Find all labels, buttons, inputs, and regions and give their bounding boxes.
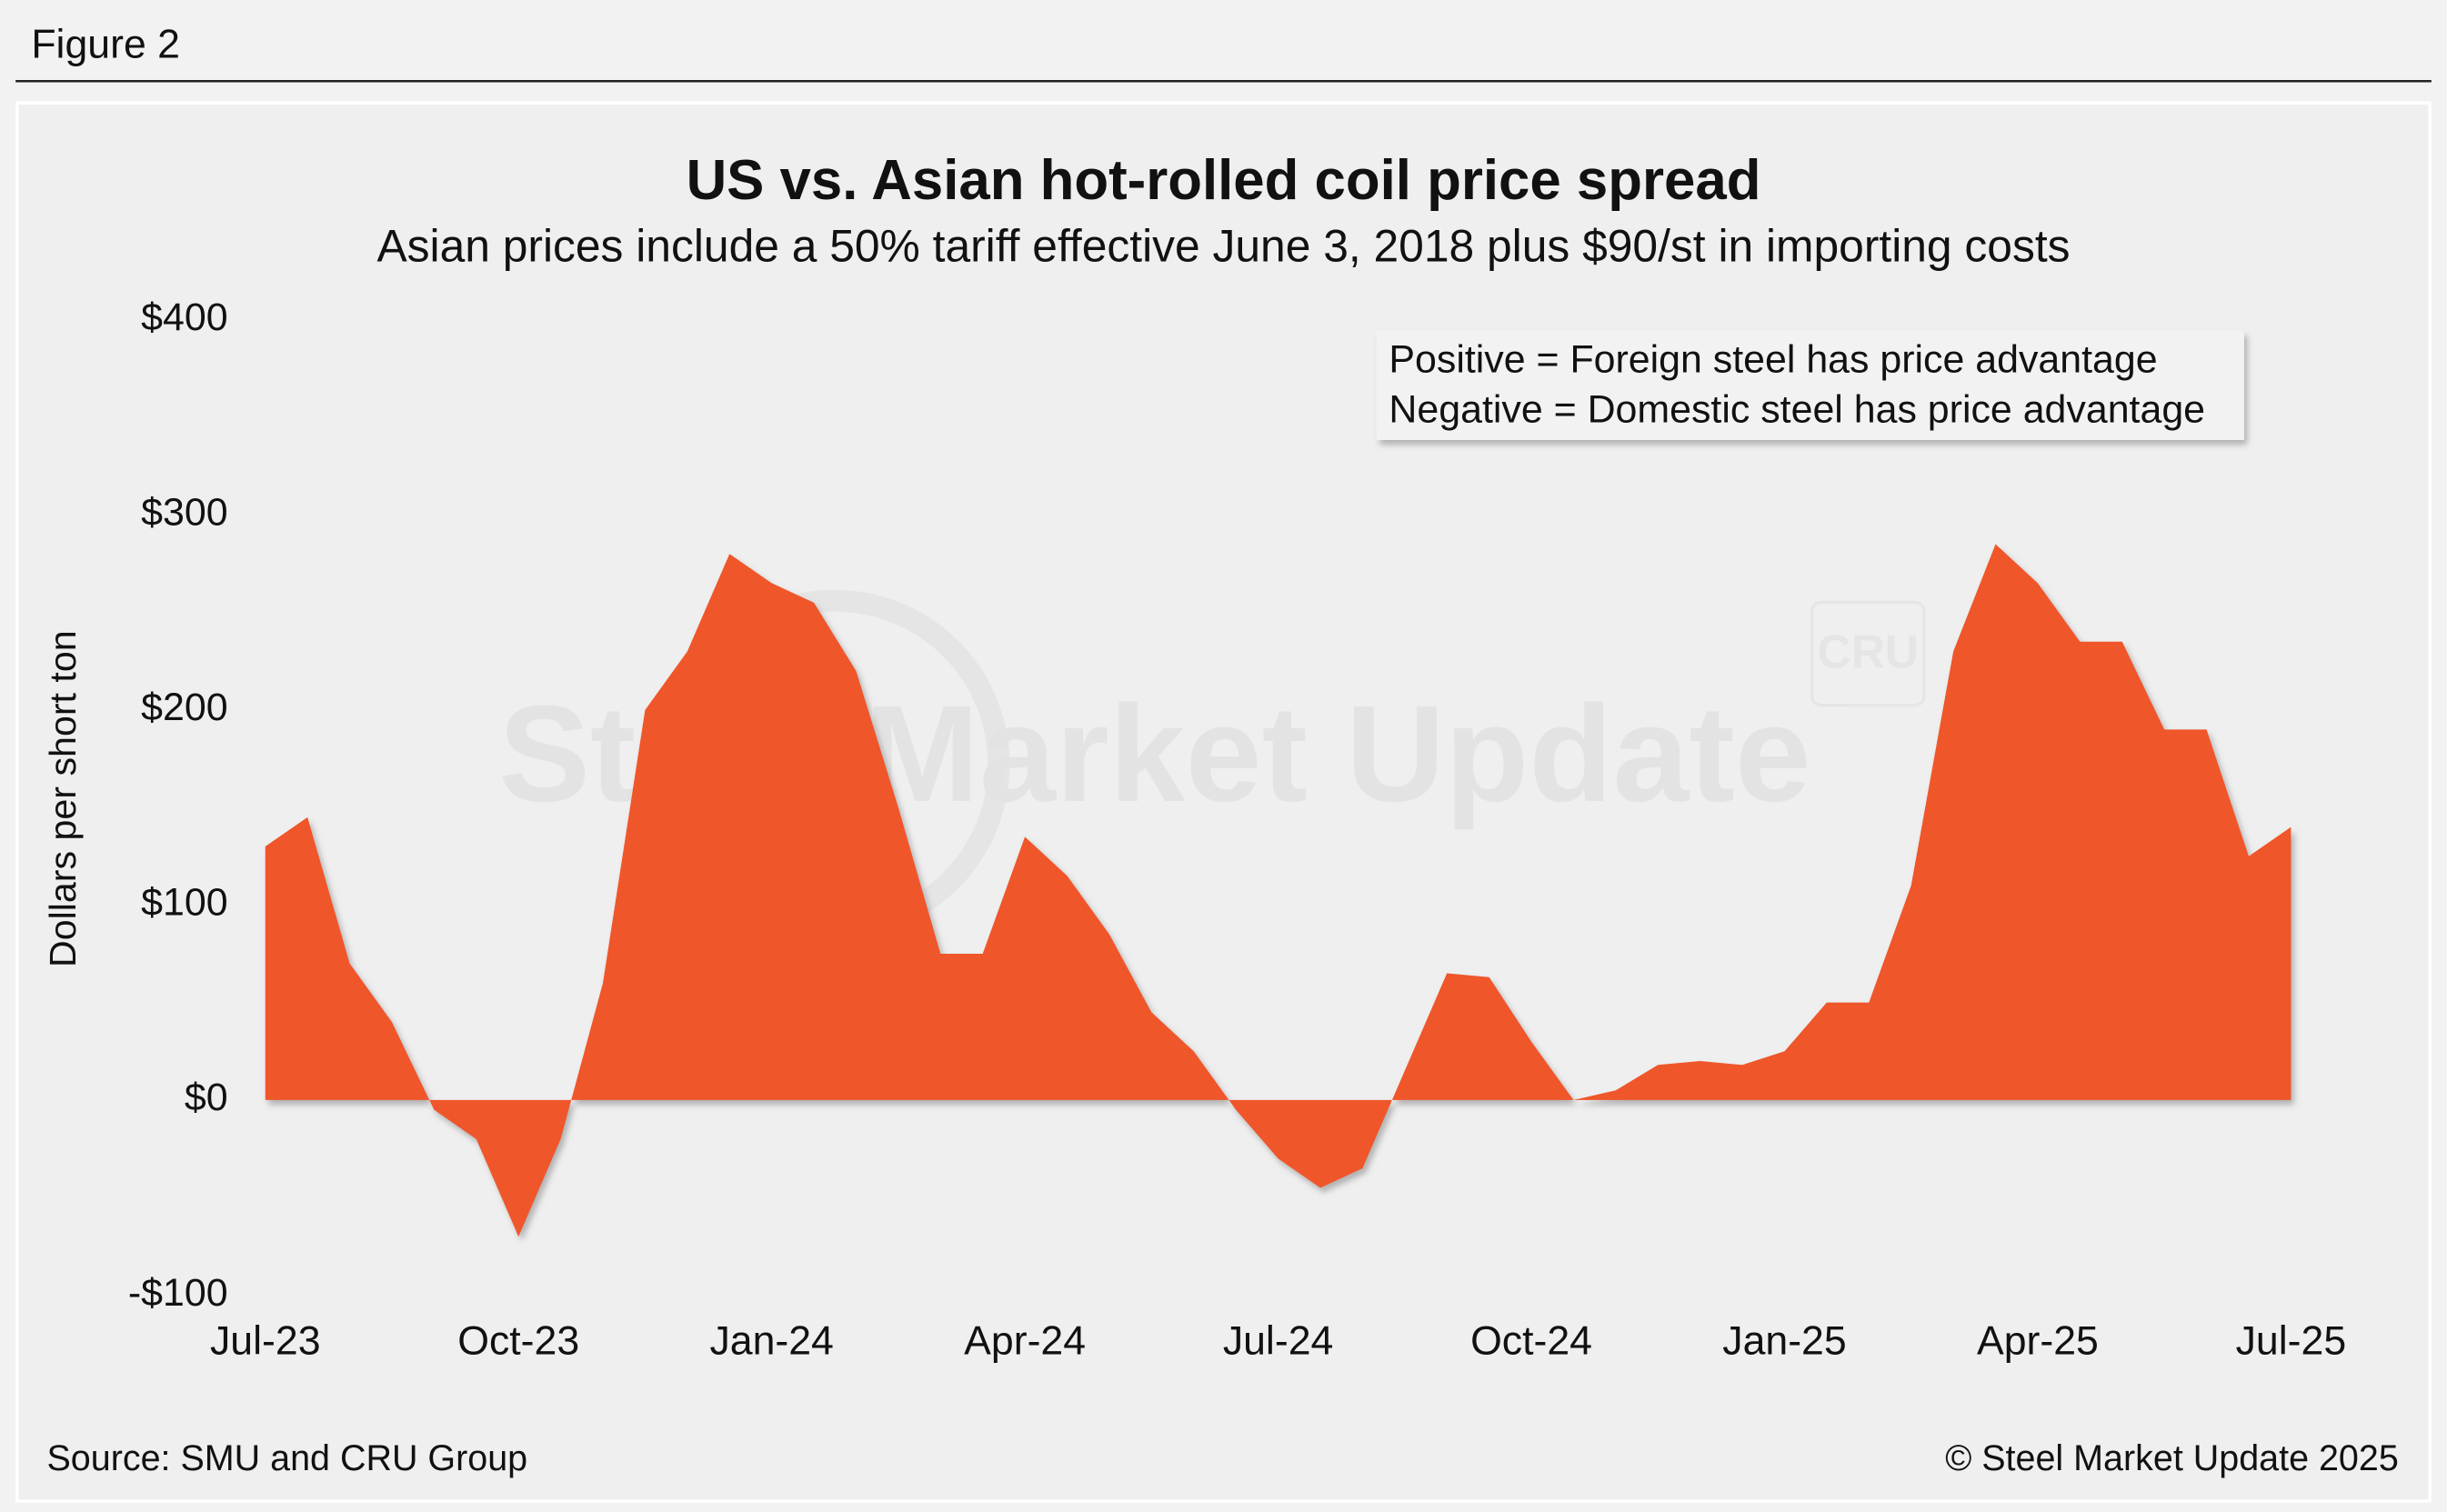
annotation: Negative = Domestic steel has price adva… xyxy=(1389,387,2205,431)
x-tick-label: Apr-24 xyxy=(964,1318,1086,1363)
annotation-box xyxy=(1376,330,2244,440)
y-axis-label: Dollars per short ton xyxy=(42,630,84,967)
watermark-text: CRU xyxy=(1818,625,1920,677)
y-tick-label: $200 xyxy=(141,686,227,729)
x-tick-label: Oct-23 xyxy=(457,1318,579,1363)
x-tick-label: Oct-24 xyxy=(1470,1318,1592,1363)
figure-label: Figure 2 xyxy=(31,22,180,66)
area xyxy=(265,544,2292,1237)
y-tick-label: $400 xyxy=(141,295,227,339)
watermark-box xyxy=(1810,600,1926,707)
copyright: © Steel Market Update 2025 xyxy=(1945,1438,2399,1478)
y-tick-label: $0 xyxy=(185,1076,228,1119)
x-tick-label: Jul-24 xyxy=(1223,1318,1334,1363)
y-tick-label: $300 xyxy=(141,491,227,535)
y-tick-label: $100 xyxy=(141,881,227,925)
y-tick-label: -$100 xyxy=(128,1271,228,1315)
x-tick-label: Jul-25 xyxy=(2236,1318,2347,1363)
chart-subtitle: Asian prices include a 50% tariff effect… xyxy=(376,221,2070,272)
x-tick-label: Apr-25 xyxy=(1977,1318,2099,1363)
chart-title: US vs. Asian hot-rolled coil price sprea… xyxy=(687,149,1761,212)
x-tick-label: Jan-24 xyxy=(709,1318,833,1363)
x-tick-label: Jan-25 xyxy=(1722,1318,1846,1363)
annotation: Positive = Foreign steel has price advan… xyxy=(1389,337,2157,381)
x-tick-label: Jul-23 xyxy=(210,1318,320,1363)
source: Source: SMU and CRU Group xyxy=(46,1438,527,1478)
